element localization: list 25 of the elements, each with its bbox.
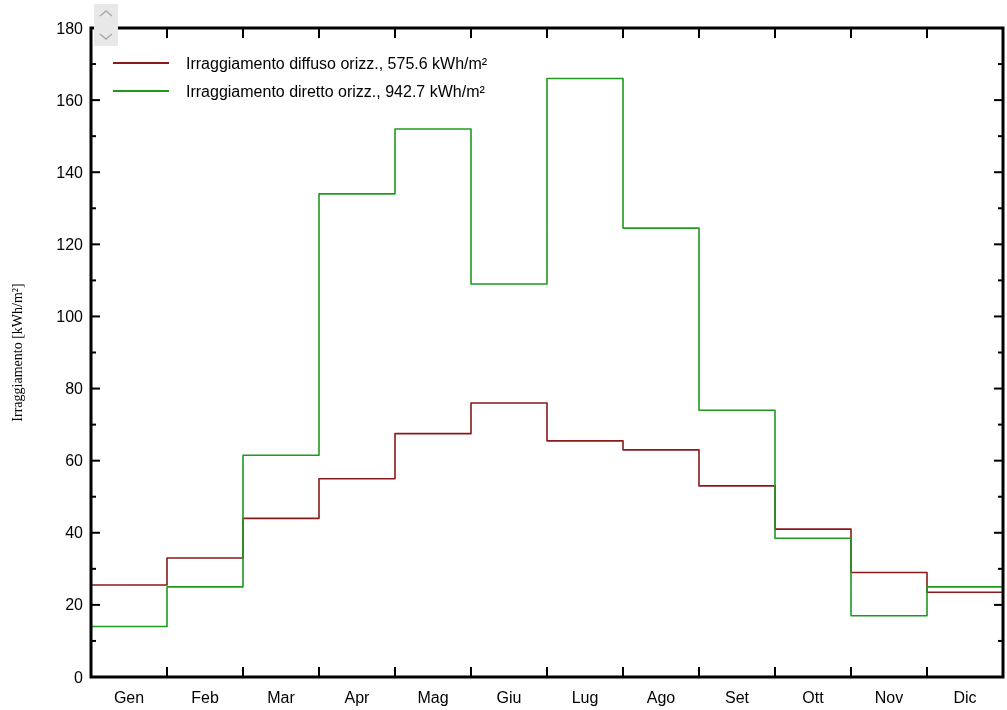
x-tick-label: Mag	[417, 689, 449, 706]
x-tick-label: Ago	[646, 689, 676, 706]
y-tick-label: 140	[56, 163, 84, 181]
x-tick-label: Giu	[496, 689, 522, 706]
x-tick-label: Lug	[571, 689, 599, 706]
y-tick-label: 0	[74, 668, 84, 686]
y-tick-label: 80	[65, 380, 84, 398]
x-tick-label: Gen	[113, 689, 145, 706]
y-tick-label: 60	[65, 452, 84, 470]
x-tick-label: Apr	[344, 689, 371, 706]
y-tick-label: 40	[65, 524, 84, 542]
x-tick-label: Dic	[953, 689, 977, 706]
x-tick-label: Mar	[267, 689, 296, 706]
y-tick-label: 160	[56, 91, 84, 109]
x-tick-label: Feb	[191, 689, 219, 706]
legend-label: Irraggiamento diretto orizz., 942.7 kWh/m²	[186, 82, 486, 100]
legend-label: Irraggiamento diffuso orizz., 575.6 kWh/m²	[186, 54, 488, 72]
y-tick-label: 100	[56, 308, 84, 326]
x-tick-label: Set	[724, 689, 750, 706]
y-axis-title: Irraggiamento [kWh/m²]	[10, 283, 25, 422]
x-tick-label: Nov	[874, 689, 904, 706]
y-tick-label: 120	[56, 235, 84, 253]
y-tick-label: 180	[56, 19, 84, 37]
y-tick-label: 20	[65, 596, 84, 614]
x-tick-label: Ott	[802, 689, 825, 706]
